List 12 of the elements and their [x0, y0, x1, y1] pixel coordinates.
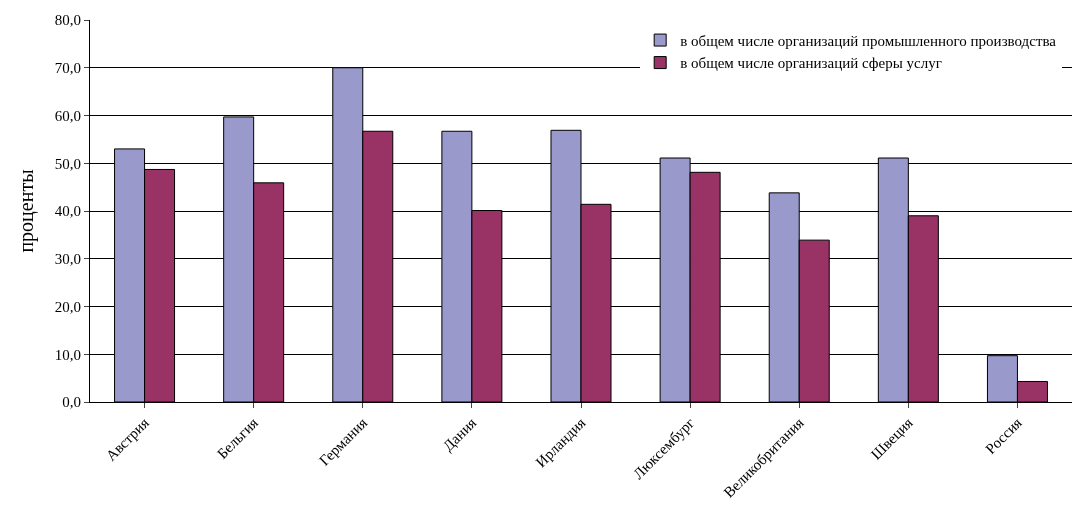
legend-label: в общем числе организаций промышленного производства — [680, 32, 1057, 49]
y-tick-label: 20,0 — [54, 298, 81, 315]
y-tick-label: 40,0 — [54, 203, 81, 220]
y-tick-label: 50,0 — [54, 155, 81, 172]
y-tick-label: 70,0 — [54, 60, 81, 76]
y-tick-label: 30,0 — [54, 251, 81, 267]
y-axis-title: проценты — [15, 169, 39, 253]
legend-label: в общем числе организаций сферы услуг — [680, 55, 942, 72]
y-tick-label: 60,0 — [54, 107, 81, 124]
y-tick-label: 0,0 — [62, 394, 81, 411]
y-tick-label: 80,0 — [54, 12, 81, 29]
y-tick-label: 10,0 — [54, 346, 81, 363]
